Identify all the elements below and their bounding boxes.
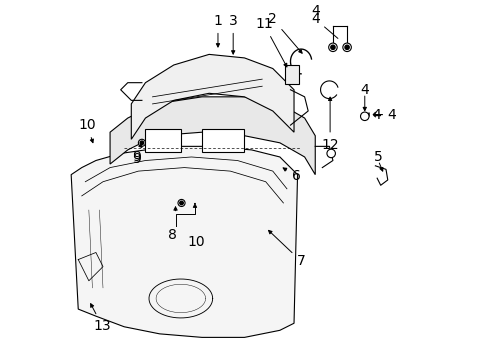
Circle shape (360, 112, 368, 121)
Text: 1: 1 (213, 14, 222, 47)
Text: 10: 10 (78, 118, 96, 143)
Text: 2: 2 (268, 12, 302, 53)
Circle shape (140, 141, 143, 145)
Text: 9: 9 (132, 152, 141, 166)
Text: 13: 13 (90, 304, 111, 333)
Text: 6: 6 (283, 168, 300, 183)
Text: 12: 12 (321, 97, 338, 152)
Circle shape (138, 139, 145, 147)
Text: 4: 4 (360, 83, 368, 97)
Text: 8: 8 (167, 228, 176, 242)
Polygon shape (131, 54, 293, 139)
Circle shape (344, 45, 348, 49)
Circle shape (180, 201, 183, 205)
Circle shape (342, 43, 350, 51)
FancyBboxPatch shape (202, 129, 244, 152)
Text: 3: 3 (228, 14, 237, 54)
Text: 9: 9 (132, 144, 142, 164)
Text: ← 4: ← 4 (371, 108, 396, 122)
FancyBboxPatch shape (145, 129, 181, 152)
Text: 4: 4 (310, 12, 337, 39)
Circle shape (330, 45, 334, 49)
Circle shape (328, 43, 337, 51)
Bar (285, 65, 299, 85)
Text: 7: 7 (268, 230, 305, 268)
Circle shape (178, 199, 184, 207)
Text: 5: 5 (373, 150, 382, 164)
Circle shape (326, 149, 335, 158)
Text: 4: 4 (310, 4, 319, 18)
Polygon shape (110, 97, 315, 175)
Text: 10: 10 (187, 235, 204, 249)
Text: 11: 11 (255, 17, 286, 67)
Text: 4: 4 (365, 108, 380, 122)
Polygon shape (71, 147, 297, 337)
